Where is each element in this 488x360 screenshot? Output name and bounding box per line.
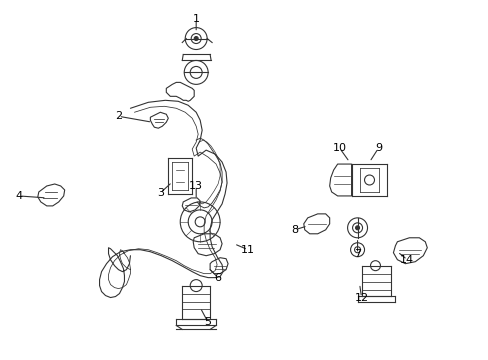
Text: 4: 4 xyxy=(15,191,22,201)
Text: 9: 9 xyxy=(374,143,381,153)
Text: 3: 3 xyxy=(157,188,163,198)
Circle shape xyxy=(355,226,359,230)
Text: 6: 6 xyxy=(214,273,221,283)
Text: 7: 7 xyxy=(353,249,360,259)
Text: 11: 11 xyxy=(241,245,254,255)
Text: 13: 13 xyxy=(189,181,203,191)
Text: 10: 10 xyxy=(332,143,346,153)
Text: 12: 12 xyxy=(354,293,368,302)
Text: 1: 1 xyxy=(192,14,199,24)
Text: 2: 2 xyxy=(115,111,122,121)
Circle shape xyxy=(194,37,198,41)
Text: 5: 5 xyxy=(204,318,211,328)
Text: 8: 8 xyxy=(291,225,298,235)
Text: 14: 14 xyxy=(400,255,414,265)
